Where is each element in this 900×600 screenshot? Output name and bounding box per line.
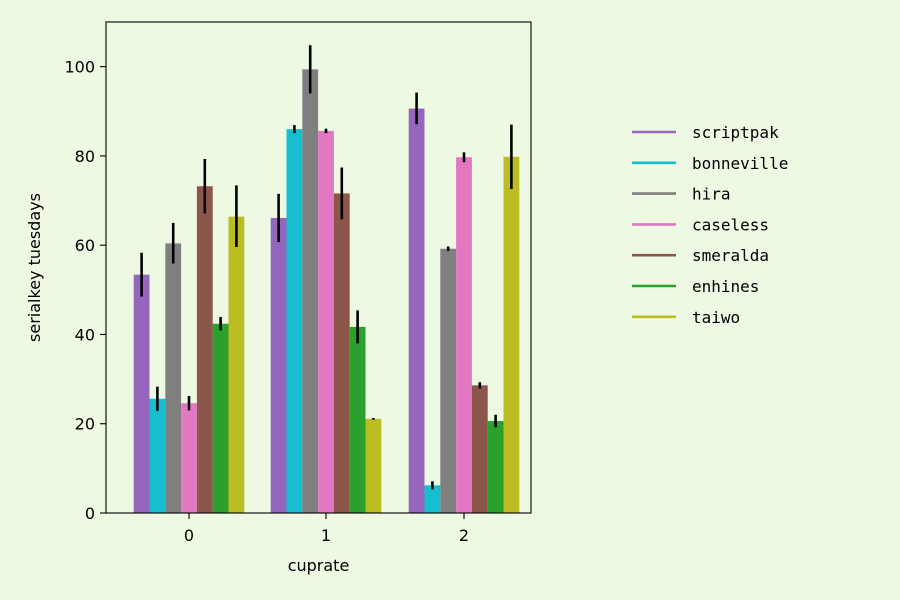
- legend-label-bonneville: bonneville: [692, 154, 788, 173]
- bar-taiwo-1: [365, 418, 382, 513]
- bar-scriptpak-1: [270, 217, 287, 513]
- y-tick-label: 40: [75, 325, 95, 344]
- bar-caseless-0: [181, 403, 197, 513]
- bar-bonneville-0: [149, 398, 166, 513]
- bar-caseless-2: [456, 157, 472, 513]
- bar-hira-0: [165, 243, 182, 513]
- bar-caseless-1: [318, 130, 334, 513]
- bar-enhines-2: [487, 421, 504, 513]
- plot-area: [106, 22, 531, 514]
- legend-label-taiwo: taiwo: [692, 308, 740, 327]
- bar-hira-1: [302, 69, 319, 513]
- legend-label-caseless: caseless: [692, 215, 769, 234]
- bar-taiwo-2: [503, 156, 520, 514]
- y-axis-label: serialkey tuesdays: [25, 193, 44, 342]
- bar-bonneville-1: [286, 129, 303, 513]
- bar-scriptpak-2: [408, 108, 425, 513]
- legend-label-smeralda: smeralda: [692, 246, 769, 265]
- y-tick-label: 100: [64, 58, 95, 77]
- legend: scriptpak bonneville hira caseless smeralda e…: [632, 123, 788, 327]
- bar-hira-2: [440, 248, 457, 513]
- bar-taiwo-0: [228, 216, 245, 514]
- bar-scriptpak-0: [133, 274, 150, 513]
- x-axis-label: cuprate: [288, 556, 350, 575]
- bar-enhines-1: [349, 326, 366, 513]
- y-tick-label: 60: [75, 236, 95, 255]
- x-tick-label: 1: [321, 526, 331, 545]
- legend-label-scriptpak: scriptpak: [692, 123, 779, 142]
- axes-frame: [105, 21, 532, 514]
- axes: 0 20 40 60 80 100 0 1 2: [64, 21, 532, 545]
- legend-label-enhines: enhines: [692, 277, 759, 296]
- bar-smeralda-1: [333, 193, 350, 513]
- x-tick-label: 2: [459, 526, 469, 545]
- bar-enhines-0: [212, 323, 229, 513]
- bar-bonneville-2: [424, 485, 441, 513]
- x-tick-label: 0: [184, 526, 194, 545]
- y-tick-label: 20: [75, 415, 95, 434]
- bar-smeralda-2: [471, 385, 488, 513]
- y-tick-label: 80: [75, 147, 95, 166]
- legend-label-hira: hira: [692, 185, 731, 204]
- bar-smeralda-0: [196, 186, 213, 513]
- y-tick-label: 0: [85, 504, 95, 523]
